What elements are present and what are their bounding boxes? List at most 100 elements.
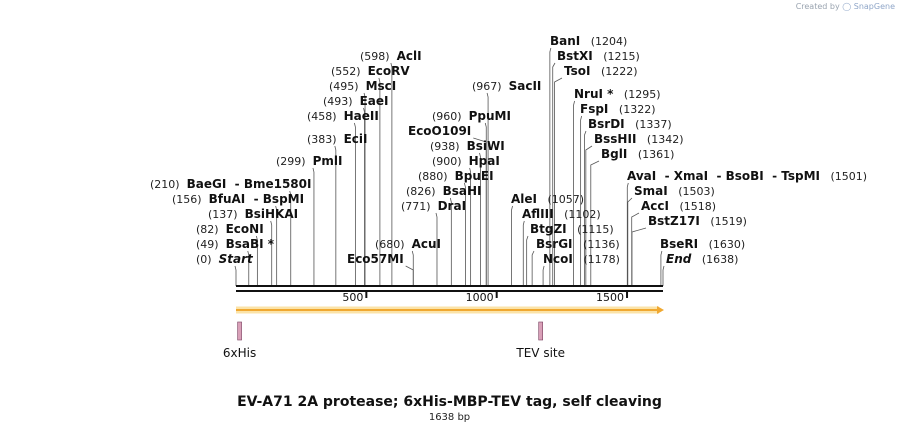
site-hpai[interactable]: (900) HpaI — [432, 154, 500, 168]
site-bsshii[interactable]: BssHII (1342) — [594, 132, 683, 146]
site-leader-line — [334, 145, 337, 286]
svg-text:BssHII (1342): BssHII (1342) — [594, 132, 683, 146]
site-drai[interactable]: (771) DraI — [401, 199, 466, 213]
site-enzyme-name: AvaI — [627, 169, 656, 183]
site-bseri[interactable]: BseRI (1630) — [660, 237, 745, 251]
site-eaei[interactable]: (493) EaeI — [323, 94, 389, 108]
site-position: (826) — [406, 185, 436, 198]
svg-text:(82) EcoNI: (82) EcoNI — [196, 222, 264, 236]
label-separator: - — [708, 169, 726, 183]
site-enzyme-name: BsrDI — [588, 117, 625, 131]
site-bstxi[interactable]: BstXI (1215) — [557, 49, 640, 63]
site-leader-line — [484, 122, 487, 286]
site-bfuai-bspmi[interactable]: (156) BfuAI - BspMI — [172, 192, 304, 206]
site-start[interactable]: (0) Start — [196, 252, 254, 266]
label-separator: - — [245, 192, 263, 206]
site-position: (1638) — [702, 253, 739, 266]
svg-text:(458) HaeII: (458) HaeII — [307, 109, 379, 123]
site-sacii[interactable]: (967) SacII — [472, 79, 541, 93]
site-enzyme-name: HpaI — [469, 154, 500, 168]
site-enzyme-name: End — [666, 252, 692, 266]
site-avai-xmai-bsobi-tspmi[interactable]: AvaI - XmaI - BsoBI - TspMI (1501) — [627, 169, 867, 183]
site-eco57mi[interactable]: Eco57MI — [347, 252, 404, 266]
site-ecoo109i[interactable]: EcoO109I — [408, 124, 471, 138]
label-separator — [668, 185, 679, 198]
site-enzyme-name: EaeI — [360, 94, 389, 108]
site-leader-line — [479, 152, 481, 286]
site-ecorv[interactable]: (552) EcoRV — [331, 64, 410, 78]
site-ppumi[interactable]: (960) PpuMI — [432, 109, 511, 123]
site-smai[interactable]: SmaI (1503) — [634, 184, 715, 198]
label-separator — [573, 238, 584, 251]
site-bstz17i[interactable]: BstZ17I (1519) — [648, 214, 747, 228]
site-haeii[interactable]: (458) HaeII — [307, 109, 379, 123]
site-bgli[interactable]: BglI (1361) — [601, 147, 674, 161]
site-bsiwi[interactable]: (938) BsiWI — [430, 139, 505, 153]
feature-label: TEV site — [515, 346, 565, 360]
site-bsrdi[interactable]: BsrDI (1337) — [588, 117, 672, 131]
site-position: (156) — [172, 193, 202, 206]
site-enzyme-name: Bme1580I — [244, 177, 312, 191]
site-acui[interactable]: (680) AcuI — [375, 237, 441, 251]
site-bpuei[interactable]: (880) BpuEI — [418, 169, 494, 183]
label-separator — [436, 185, 443, 198]
site-enzyme-name: SmaI — [634, 184, 668, 198]
site-pmli[interactable]: (299) PmlI — [276, 154, 342, 168]
site-bsihkai[interactable]: (137) BsiHKAI — [208, 207, 298, 221]
credit-brand: SnapGene — [853, 2, 895, 11]
site-econi[interactable]: (82) EcoNI — [196, 222, 264, 236]
site-leader-line — [464, 182, 466, 286]
label-separator — [431, 200, 438, 213]
site-leader-line — [554, 77, 563, 286]
site-labels: (0) Start(49) BsaBI *(82) EcoNI(137) Bsi… — [150, 34, 867, 266]
label-separator — [613, 88, 624, 101]
site-fspi[interactable]: FspI (1322) — [580, 102, 655, 116]
site-bani[interactable]: BanI (1204) — [550, 34, 627, 48]
site-leader-line — [486, 92, 489, 286]
site-leader-line — [435, 212, 438, 286]
site-leader-line — [289, 190, 292, 286]
site-btgzi[interactable]: BtgZI (1115) — [530, 222, 614, 236]
svg-text:End (1638): End (1638) — [666, 252, 738, 266]
site-enzyme-name: EcoO109I — [408, 124, 471, 138]
svg-text:SmaI (1503): SmaI (1503) — [634, 184, 715, 198]
feature-marker — [538, 321, 543, 341]
site-position: (458) — [307, 110, 337, 123]
site-enzyme-name: TspMI — [781, 169, 820, 183]
site-acci[interactable]: AccI (1518) — [641, 199, 716, 213]
site-tsoi[interactable]: TsoI (1222) — [564, 64, 638, 78]
svg-text:NcoI (1178): NcoI (1178) — [543, 252, 620, 266]
site-afliii[interactable]: AflIII (1102) — [522, 207, 601, 221]
site-enzyme-name: DraI — [438, 199, 466, 213]
site-nrui-[interactable]: NruI * (1295) — [574, 87, 661, 101]
site-baegi-bme1580i[interactable]: (210) BaeGI - Bme1580I — [150, 177, 311, 191]
site-acli[interactable]: (598) AclI — [360, 49, 422, 63]
site-ecii[interactable]: (383) EciI — [307, 132, 367, 146]
svg-text:(495) MscI: (495) MscI — [329, 79, 396, 93]
label-separator — [537, 193, 548, 206]
site-alei[interactable]: AleI (1057) — [511, 192, 584, 206]
site-position: (1519) — [710, 215, 747, 228]
label-separator — [180, 178, 187, 191]
site-leader-line — [580, 115, 583, 286]
site-leader-line — [405, 265, 414, 286]
site-bsabi-[interactable]: (49) BsaBI * — [196, 237, 275, 251]
svg-text:(960) PpuMI: (960) PpuMI — [432, 109, 511, 123]
site-enzyme-name: EcoNI — [226, 222, 264, 236]
site-leader-line — [411, 250, 414, 286]
site-position: (210) — [150, 178, 180, 191]
label-separator — [593, 50, 604, 63]
site-bsahi[interactable]: (826) BsaHI — [406, 184, 482, 198]
site-enzyme-name: PpuMI — [469, 109, 511, 123]
svg-text:BanI (1204): BanI (1204) — [550, 34, 627, 48]
label-separator — [448, 170, 455, 183]
site-ncoi[interactable]: NcoI (1178) — [543, 252, 620, 266]
site-leader-line — [255, 235, 258, 286]
site-end[interactable]: End (1638) — [666, 252, 738, 266]
site-bsrgi[interactable]: BsrGI (1136) — [536, 237, 620, 251]
site-leader-line — [390, 62, 393, 286]
site-leader-line — [363, 92, 366, 286]
label-separator — [462, 155, 469, 168]
site-enzyme-name: FspI — [580, 102, 608, 116]
site-msci[interactable]: (495) MscI — [329, 79, 396, 93]
